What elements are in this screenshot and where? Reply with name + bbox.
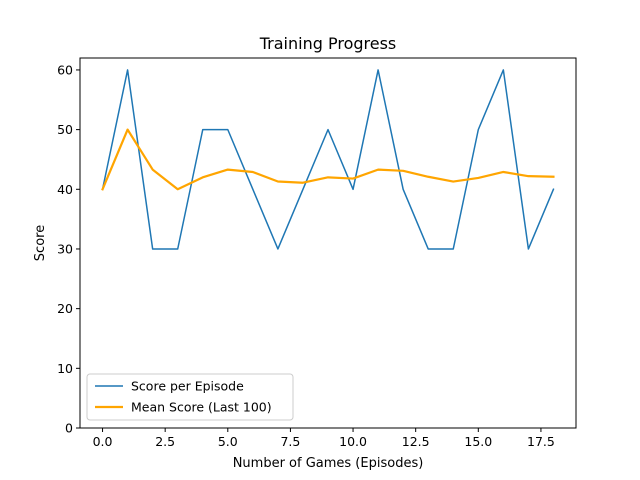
chart-title: Training Progress [259,34,397,53]
x-tick-label: 5.0 [218,434,238,449]
series-line-1 [101,69,555,250]
x-tick-label: 15.0 [464,434,492,449]
y-tick-label: 50 [57,122,73,137]
x-tick-label: 10.0 [339,434,367,449]
y-tick-label: 10 [57,361,73,376]
x-axis-label: Number of Games (Episodes) [233,456,424,471]
x-tick-label: 0.0 [93,434,113,449]
y-tick-label: 0 [65,421,73,436]
legend: Score per Episode Mean Score (Last 100) [86,373,294,421]
series-line-2 [101,128,555,191]
x-tick-label: 7.5 [280,434,300,449]
y-tick-label: 60 [57,62,73,77]
legend-label-1: Score per Episode [131,379,244,394]
legend-box [86,373,294,421]
x-tick-label: 17.5 [527,434,555,449]
y-axis-label: Score [33,225,48,261]
plot-frame [79,57,577,429]
y-axis: 0 10 20 30 40 50 60 [57,62,80,436]
legend-label-2: Mean Score (Last 100) [131,400,272,415]
x-tick-label: 12.5 [402,434,430,449]
y-tick-label: 20 [57,301,73,316]
x-axis: 0.0 2.5 5.0 7.5 10.0 12.5 15.0 17.5 [93,428,555,449]
y-tick-label: 30 [57,241,73,256]
x-tick-label: 2.5 [155,434,175,449]
y-tick-label: 40 [57,182,73,197]
series-layer [101,69,555,250]
